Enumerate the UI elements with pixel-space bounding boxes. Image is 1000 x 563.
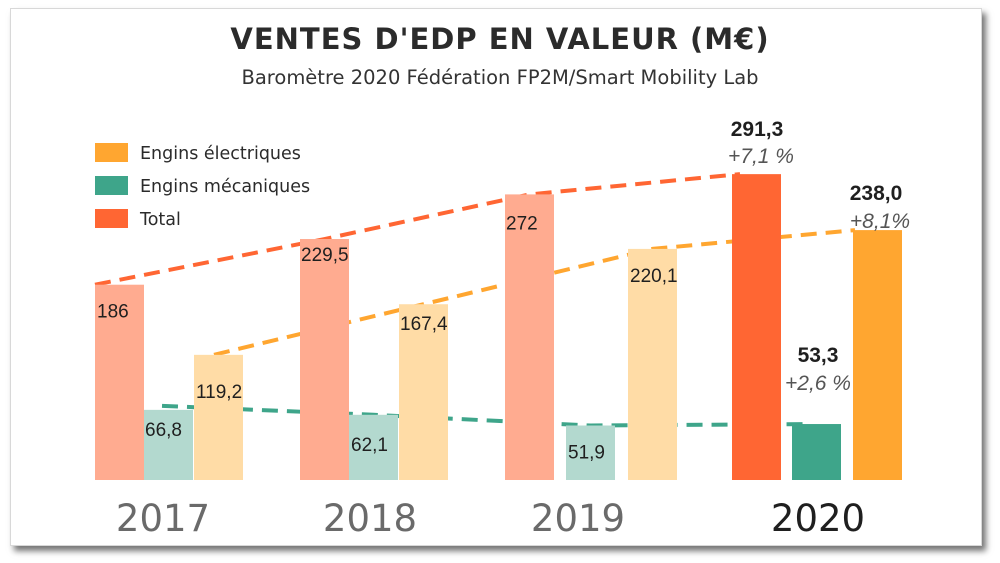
- value-label-1-2018: 62,1: [351, 435, 388, 456]
- bar-1-2019: [566, 425, 615, 480]
- value-label-mecaniques-2020: 53,3: [798, 344, 839, 367]
- chart-subtitle: Baromètre 2020 Fédération FP2M/Smart Mob…: [241, 66, 759, 89]
- value-label-2-2018: 167,4: [400, 314, 448, 335]
- trend-line-mecaniques: [161, 403, 811, 428]
- bar-0-2020: [732, 174, 781, 480]
- x-tick-label-2019: 2019: [531, 497, 625, 540]
- legend-swatch-1: [95, 176, 128, 195]
- bar-2-2019: [628, 248, 677, 480]
- trend-line-total: [94, 172, 741, 287]
- bar-1-2020: [792, 424, 841, 480]
- x-tick-label-2020: 2020: [771, 497, 865, 540]
- legend-label-0: Engins électriques: [140, 144, 301, 164]
- legend-swatch-2: [95, 209, 128, 228]
- value-label-0-2017: 186: [97, 302, 129, 323]
- bar-2-2020: [853, 230, 902, 480]
- value-label-total-2020: 291,3: [731, 118, 784, 141]
- growth-label-electriques-2020: +8,1%: [850, 210, 910, 233]
- legend-label-2: Total: [139, 210, 181, 230]
- x-tick-label-2018: 2018: [323, 497, 417, 540]
- value-label-1-2019: 51,9: [568, 443, 605, 464]
- growth-label-total-2020: +7,1 %: [728, 145, 794, 168]
- value-label-1-2017: 66,8: [145, 420, 182, 441]
- bar-0-2018: [300, 239, 349, 480]
- legend-swatch-0: [95, 143, 128, 162]
- value-label-2-2019: 220,1: [630, 266, 678, 287]
- chart-title: VENTES D'EDP EN VALEUR (M€): [230, 22, 770, 56]
- bar-1-2017: [144, 409, 193, 480]
- growth-label-mecaniques-2020: +2,6 %: [785, 372, 851, 395]
- value-label-2-2017: 119,2: [196, 382, 242, 403]
- x-tick-label-2017: 2017: [116, 497, 210, 540]
- value-label-electriques-2020: 238,0: [850, 182, 903, 205]
- value-label-0-2019: 272: [506, 213, 538, 234]
- bar-1-2018: [349, 414, 398, 480]
- value-label-0-2018: 229,5: [301, 245, 349, 266]
- bar-2-2017: [194, 354, 243, 480]
- bar-0-2017: [95, 284, 144, 480]
- bar-0-2019: [505, 194, 554, 480]
- bar-2-2018: [399, 304, 448, 480]
- legend-label-1: Engins mécaniques: [140, 177, 310, 197]
